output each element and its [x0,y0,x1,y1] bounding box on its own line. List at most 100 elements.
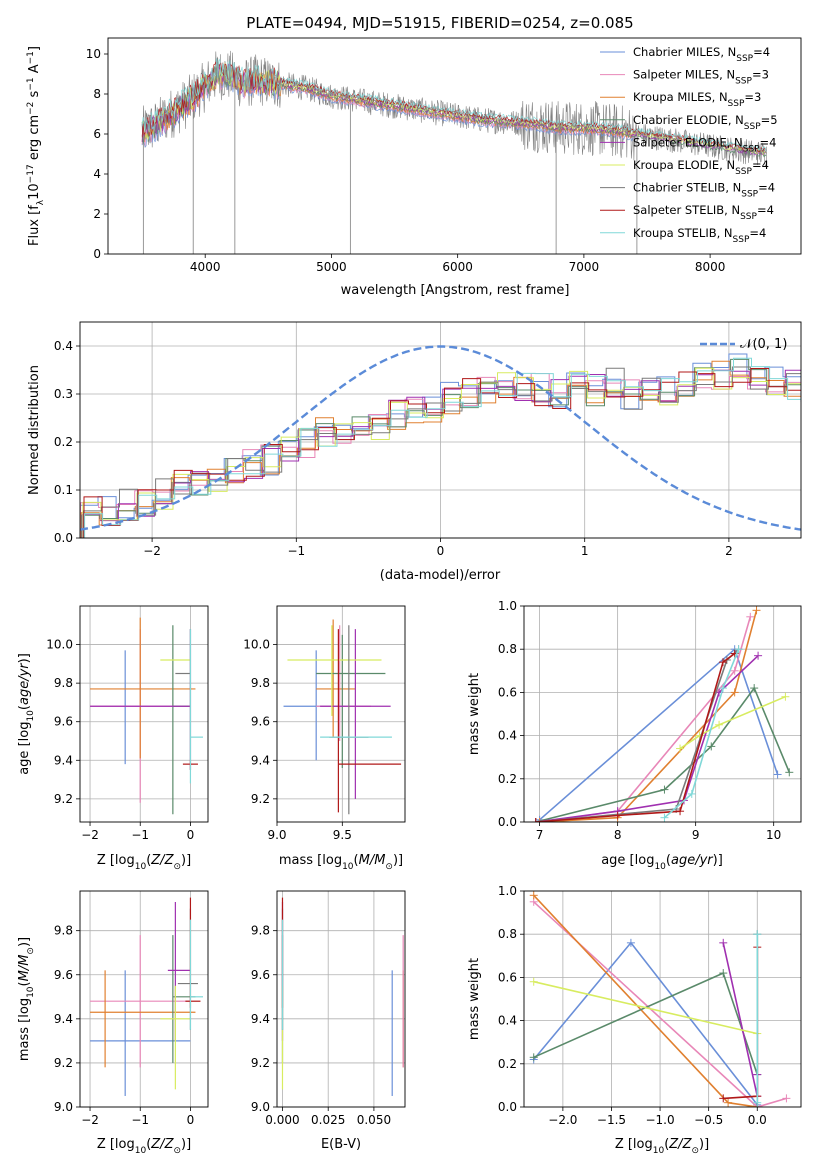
x-tick-label: 7 [536,828,544,842]
x-tick-label: 0 [187,1113,195,1127]
x-tick-label: 7000 [569,260,600,274]
plot-area-ebv-mass [281,897,404,1096]
legend-label: Salpeter MILES, NSSP=3 [633,68,769,87]
axes-frame [276,605,406,823]
axes-frame [107,37,802,255]
hist-salpeter-stelib [83,368,801,538]
y-axis-label: mass weight [467,958,482,1040]
axes-age-weight: 7 8 9 10 0.0 0.2 0.4 0.6 0.8 1.0 age [log10(age/yr… [467,599,802,872]
y-tick-label: 0.3 [54,387,73,401]
x-axis-label: age [log10(age/yr)] [601,853,723,872]
axes-frame [276,890,406,1108]
x-tick-label: 8 [614,828,622,842]
model-kroupa-stelib [141,58,767,152]
figure-title: PLATE=0494, MJD=51915, FIBERID=0254, z=0… [246,14,633,32]
x-axis-label: Z [log10(Z/Z⊙)] [97,853,191,872]
x-tick-label: 9.5 [333,828,352,842]
y-tick-label: 9.4 [251,1012,270,1026]
series-chabrier-miles [539,647,779,821]
x-axis-label: E(B-V) [321,1137,361,1152]
x-tick-label: 9.0 [267,828,286,842]
series-kroupa-elodie [679,695,786,750]
y-axis-label: Flux [fλ10−17 erg cm−2 s−1 A−1] [26,46,46,246]
legend-label: Salpeter STELIB, NSSP=4 [633,203,774,222]
axes-frame [79,321,802,539]
y-tick-label: 0.4 [54,339,73,353]
y-tick-label: 0.8 [498,927,517,941]
x-tick-label: −1 [131,1113,149,1127]
series-salpeter-miles [533,901,787,1107]
series-chabrier-elodie [533,972,759,1075]
y-tick-label: 9.0 [54,1100,73,1114]
legend-label: Salpeter ELODIE, NSSP=4 [633,135,776,154]
y-tick-label: 9.8 [251,924,270,938]
y-tick-label: 2 [93,207,101,221]
x-tick-label: 4000 [190,260,221,274]
y-tick-label: 0.1 [54,483,73,497]
legend-label: Chabrier MILES, NSSP=4 [633,45,770,64]
x-tick-label: −1 [131,828,149,842]
axes-histogram: −2 −1 0 1 2 0.0 0.1 0.2 0.3 0.4 𝒩(0, 1) (data-model… [27,321,802,583]
axes-spectrum: 4000 5000 6000 7000 8000 0 2 4 6 8 10 Chabrier MILE… [26,37,802,298]
plot-area-mass-age [283,619,402,815]
y-tick-label: 0.8 [498,642,517,656]
y-tick-label: 0.4 [498,1014,517,1028]
y-tick-label: 9.2 [54,792,73,806]
y-tick-label: 9.4 [54,1012,73,1026]
x-tick-label: 5000 [316,260,347,274]
y-tick-label: 0.6 [498,970,517,984]
x-tick-label: 0.000 [265,1113,299,1127]
y-tick-label: 8 [93,87,101,101]
series-salpeter-elodie [722,942,759,1097]
plot-area-histogram [80,345,801,538]
y-axis-label: mass weight [467,673,482,755]
x-tick-label: 8000 [695,260,726,274]
hist-chabrier-stelib [83,366,801,538]
legend-label: Chabrier STELIB, NSSP=4 [633,181,775,200]
plot-area-z-mass [90,897,203,1096]
axes-z-mass: −2 −1 0 9.0 9.2 9.4 9.6 9.8 Z [log10(Z/Z⊙)] mass … [17,890,209,1156]
x-tick-label: 2 [725,544,733,558]
y-tick-label: 6 [93,127,101,141]
y-tick-label: 9.8 [54,924,73,938]
x-axis-label: (data-model)/error [380,568,501,583]
y-tick-label: 0.4 [498,729,517,743]
x-tick-label: 1 [581,544,589,558]
y-tick-label: 9.2 [251,792,270,806]
y-tick-label: 0.6 [498,685,517,699]
axes-frame [79,890,209,1108]
x-axis-label: wavelength [Angstrom, rest frame] [341,283,570,298]
y-tick-label: 9.4 [251,753,270,767]
y-tick-label: 10.0 [243,638,270,652]
axes-z-weight: −2.0 −1.5 −1.0 −0.5 0.0 0.0 0.2 0.4 0.6 0.8 1.0 Z [… [467,884,802,1156]
y-tick-label: 9.8 [251,676,270,690]
y-tick-label: 9.6 [54,968,73,982]
legend-label: 𝒩(0, 1) [740,337,787,352]
y-tick-label: 1.0 [498,599,517,613]
x-tick-label: −1 [287,544,305,558]
legend-label: Kroupa STELIB, NSSP=4 [633,226,766,245]
hist-chabrier-elodie [81,358,801,538]
y-tick-label: 0.0 [498,1100,517,1114]
y-tick-label: 9.4 [54,753,73,767]
y-tick-label: 10.0 [46,638,73,652]
y-axis-label: Normed distribution [27,365,42,495]
series-salpeter-elodie [535,655,759,822]
plot-area-spectrum [141,50,767,254]
hist-kroupa-stelib [84,357,801,538]
legend-spectrum: Chabrier MILES, NSSP=4 Salpeter MILES, NS… [600,45,778,245]
x-tick-label: 10 [766,828,781,842]
hist-salpeter-miles [80,373,801,538]
x-axis-label: mass [log10(M/M⊙)] [279,853,403,872]
y-tick-label: 0.2 [498,772,517,786]
x-tick-label: 0.025 [311,1113,345,1127]
plot-area-z-age [90,617,203,815]
y-tick-label: 9.6 [251,968,270,982]
series-chabrier-miles [533,941,758,1106]
y-tick-label: 9.6 [251,715,270,729]
legend-label: Chabrier ELODIE, NSSP=5 [633,113,778,132]
x-tick-label: 0.050 [357,1113,391,1127]
y-tick-label: 9.8 [54,676,73,690]
y-tick-label: 0.0 [54,531,73,545]
